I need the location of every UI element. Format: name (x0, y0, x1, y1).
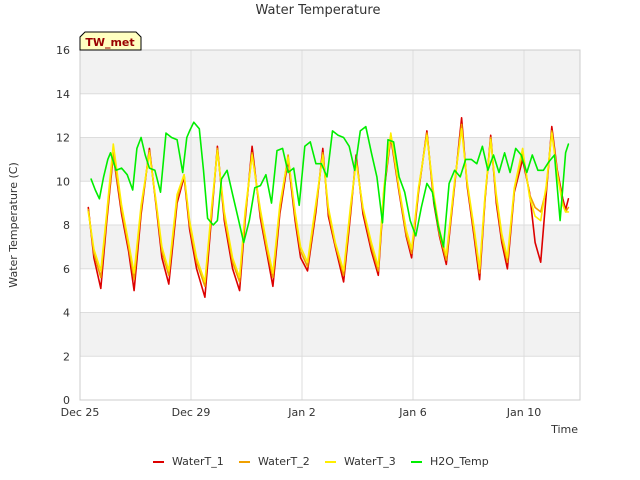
background-band (80, 93, 580, 138)
y-tick-label: 10 (56, 175, 70, 188)
chart-title: Water Temperature (256, 3, 381, 18)
y-tick-label: 14 (56, 88, 70, 101)
legend-label: WaterT_2 (258, 455, 310, 468)
y-tick-label: 2 (63, 350, 70, 363)
station-label: TW_met (85, 36, 134, 49)
x-axis-tick-labels: Dec 25 Dec 29 Jan 2 Jan 6 Jan 10 (61, 406, 542, 419)
background-band (80, 137, 580, 182)
background-band (80, 312, 580, 357)
x-axis-label: Time (550, 423, 578, 436)
series-line-watert-3 (87, 128, 570, 283)
legend-label: H2O_Temp (430, 455, 489, 468)
plot-area-border (79, 49, 581, 401)
x-tick-label: Dec 25 (61, 406, 100, 419)
background-band (80, 268, 580, 313)
series-lines (87, 117, 570, 298)
x-tick-label: Jan 2 (287, 406, 315, 419)
y-tick-label: 0 (63, 394, 70, 407)
station-label-box: TW_met (79, 31, 142, 51)
legend-label: WaterT_3 (344, 455, 396, 468)
series-line-h2o-temp (90, 121, 570, 248)
y-tick-label: 6 (63, 263, 70, 276)
legend: WaterT_1 WaterT_2 WaterT_3 H2O_Temp (153, 455, 489, 468)
y-axis-tick-labels: 0 2 4 6 8 10 12 14 16 (56, 44, 70, 407)
legend-label: WaterT_1 (172, 455, 224, 468)
background-band (80, 356, 580, 400)
y-tick-label: 16 (56, 44, 70, 57)
x-tick-label: Jan 6 (398, 406, 426, 419)
background-band (80, 50, 580, 94)
y-tick-label: 8 (63, 219, 70, 232)
y-tick-label: 12 (56, 132, 70, 145)
y-axis-label: Water Temperature (C) (7, 162, 20, 287)
x-tick-label: Dec 29 (172, 406, 211, 419)
y-tick-label: 4 (63, 307, 70, 320)
x-tick-label: Jan 10 (506, 406, 541, 419)
